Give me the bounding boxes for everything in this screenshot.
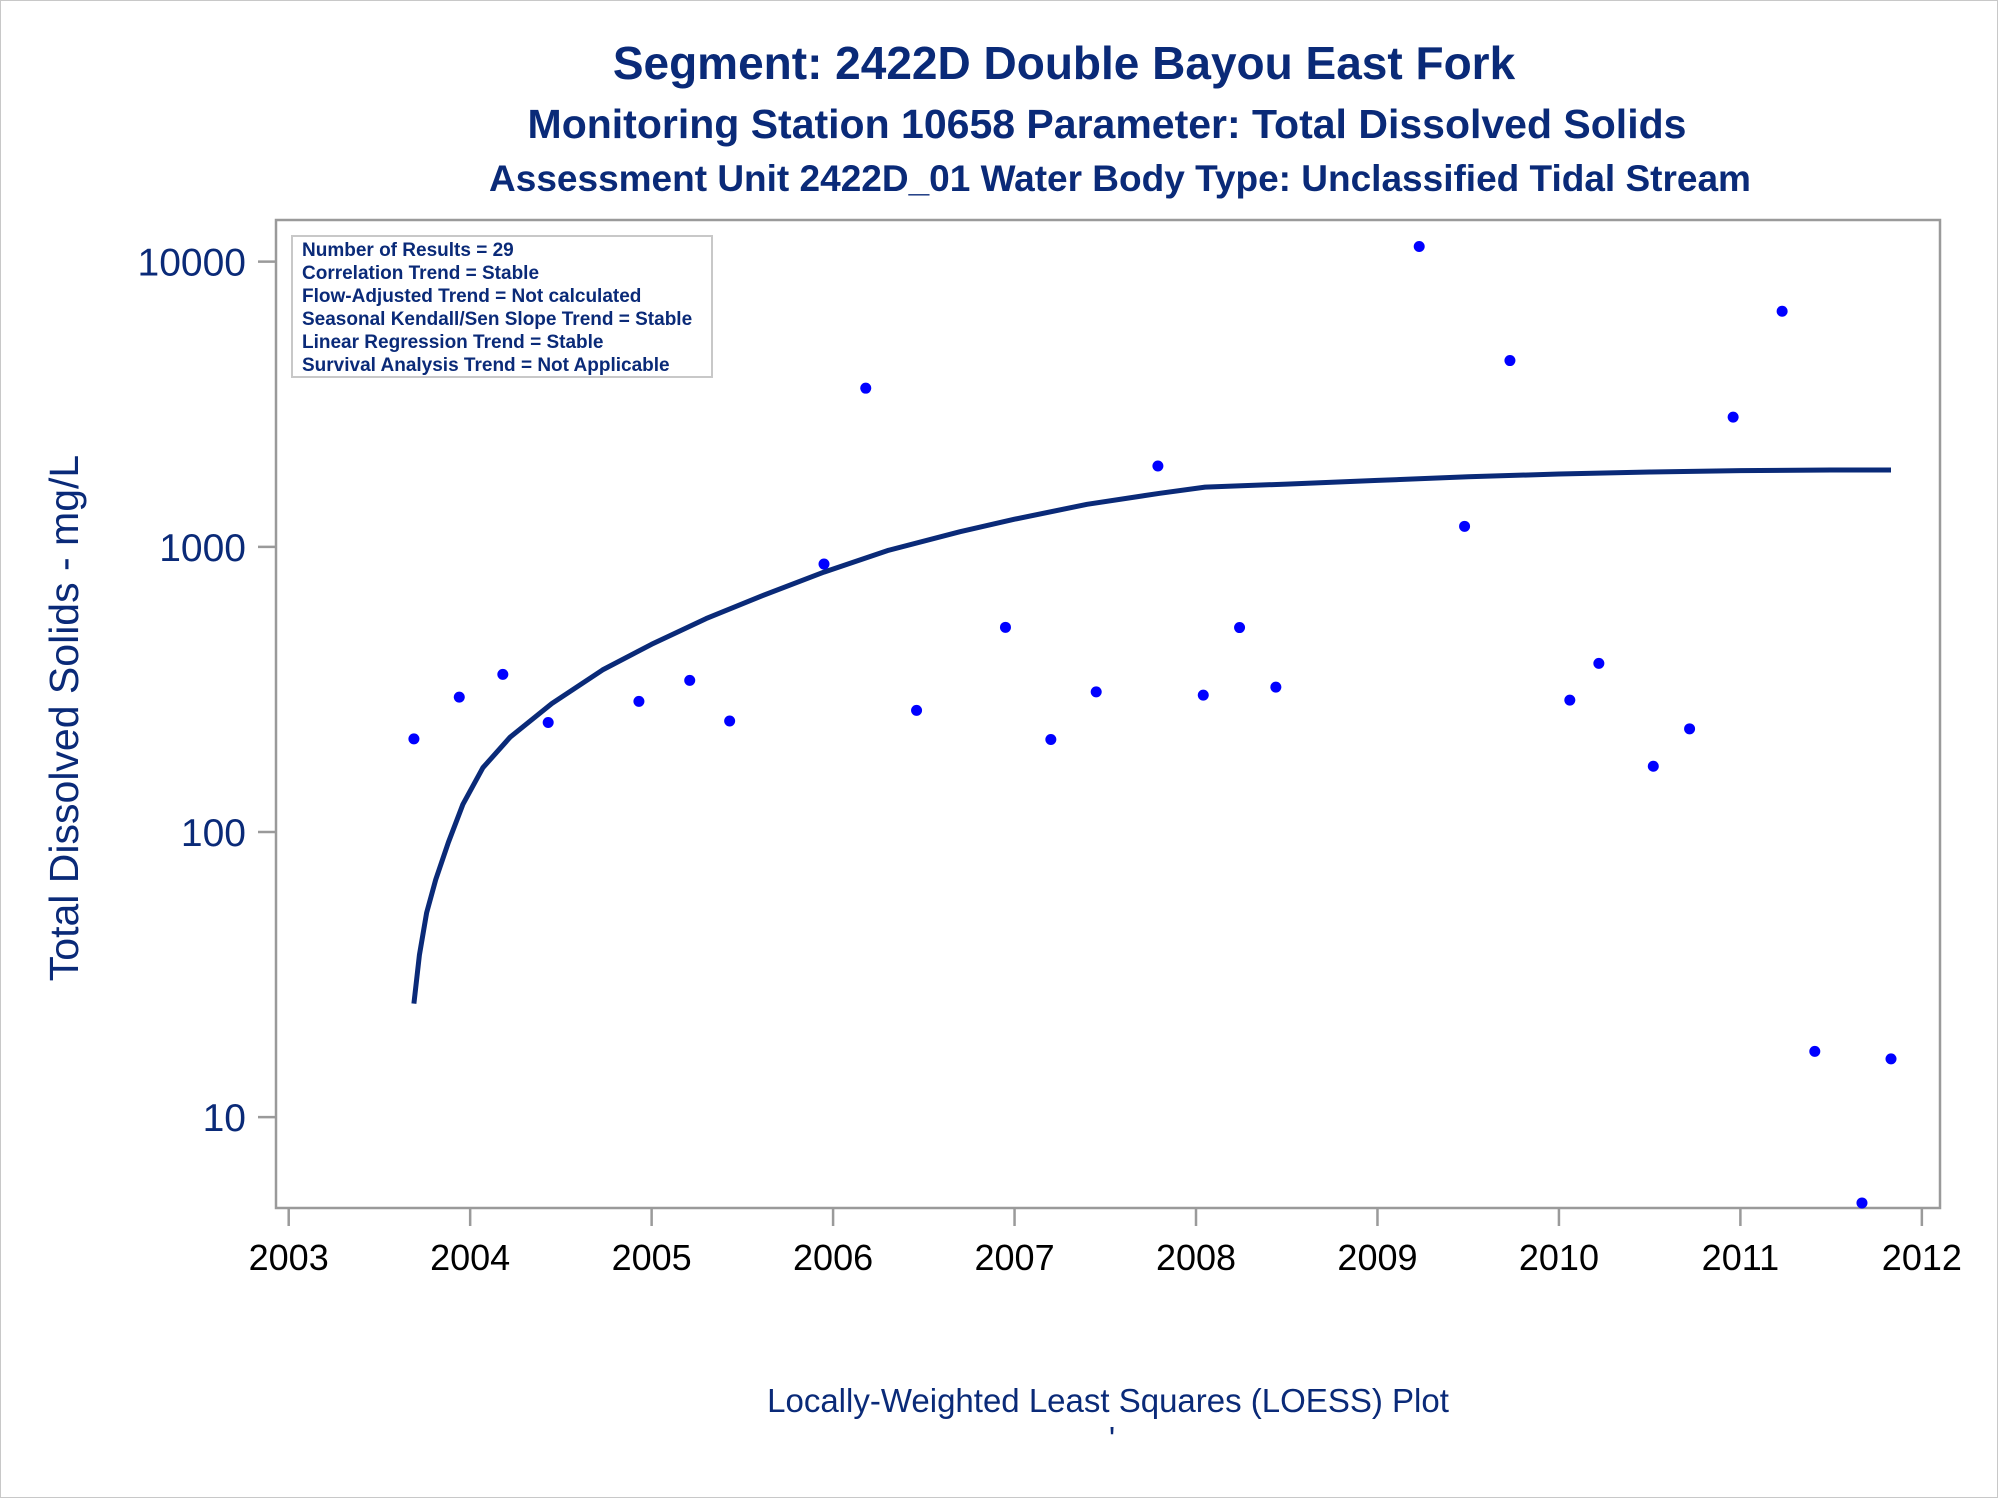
stat-seasonal-kendall-trend: Seasonal Kendall/Sen Slope Trend = Stabl…	[302, 309, 692, 330]
data-point	[1885, 1053, 1897, 1065]
footnote-mark: '	[1109, 1420, 1115, 1457]
chart-footnote: Locally-Weighted Least Squares (LOESS) P…	[767, 1382, 1449, 1419]
chart-subtitle: Monitoring Station 10658 Parameter: Tota…	[528, 101, 1687, 147]
stats-legend: Number of Results = 29 Correlation Trend…	[291, 235, 713, 378]
y-tick-label: 10	[203, 1097, 246, 1140]
y-tick-label: 1000	[159, 527, 246, 570]
x-tick-label: 2005	[612, 1237, 692, 1278]
data-point	[633, 695, 645, 707]
stat-survival-analysis-trend: Survival Analysis Trend = Not Applicable	[302, 355, 670, 376]
data-point	[542, 717, 554, 729]
x-tick-label: 2003	[249, 1237, 329, 1278]
data-point	[818, 558, 830, 570]
x-tick-label: 2008	[1156, 1237, 1236, 1278]
data-point	[860, 382, 872, 394]
data-point	[1045, 733, 1057, 745]
data-point	[1727, 411, 1739, 423]
x-tick-label: 2012	[1882, 1237, 1962, 1278]
data-point	[1809, 1045, 1821, 1057]
x-tick-label: 2011	[1702, 1237, 1779, 1278]
x-tick-label: 2006	[793, 1237, 873, 1278]
data-point	[911, 704, 923, 716]
y-axis: 10 100 1000 10000	[138, 242, 276, 1140]
data-point	[724, 715, 736, 727]
chart-subtitle-2: Assessment Unit 2422D_01 Water Body Type…	[489, 158, 1751, 199]
chart-title: Segment: 2422D Double Bayou East Fork	[613, 37, 1516, 89]
data-point	[1459, 520, 1471, 532]
stat-correlation-trend: Correlation Trend = Stable	[302, 263, 539, 284]
y-tick-label: 100	[181, 812, 246, 855]
stat-number-of-results: Number of Results = 29	[302, 240, 514, 261]
x-tick-label: 2007	[975, 1237, 1055, 1278]
data-point	[1647, 760, 1659, 772]
y-axis-label: Total Dissolved Solids - mg/L	[41, 455, 87, 981]
scatter-series	[408, 241, 1897, 1209]
data-point	[1564, 694, 1576, 706]
plot-area	[274, 218, 1942, 1210]
data-point	[1504, 355, 1516, 367]
x-axis: 2003 2004 2005 2006 2007 2008 2009 2010 2011 2012	[249, 1208, 1962, 1278]
stat-flow-adjusted-trend: Flow-Adjusted Trend = Not calculated	[302, 286, 641, 307]
data-point	[1776, 305, 1788, 317]
data-point	[999, 621, 1011, 633]
data-point	[1090, 686, 1102, 698]
data-point	[1413, 241, 1425, 253]
x-tick-label: 2010	[1519, 1237, 1599, 1278]
data-point	[497, 668, 509, 680]
data-point	[1856, 1197, 1868, 1209]
data-point	[408, 733, 420, 745]
x-tick-label: 2009	[1337, 1237, 1417, 1278]
data-point	[1152, 460, 1164, 472]
x-tick-label: 2004	[430, 1237, 510, 1278]
data-point	[1593, 657, 1605, 669]
data-point	[684, 674, 696, 686]
y-tick-label: 10000	[138, 242, 246, 285]
stats-legend-border	[291, 235, 713, 378]
stat-linear-regression-trend: Linear Regression Trend = Stable	[302, 332, 603, 353]
loess-line	[411, 467, 1891, 1004]
data-point	[1234, 622, 1246, 634]
data-point	[453, 691, 465, 703]
data-point	[1684, 723, 1696, 735]
data-point	[1197, 689, 1209, 701]
data-point	[1270, 681, 1282, 693]
loess-series	[411, 467, 1891, 1004]
